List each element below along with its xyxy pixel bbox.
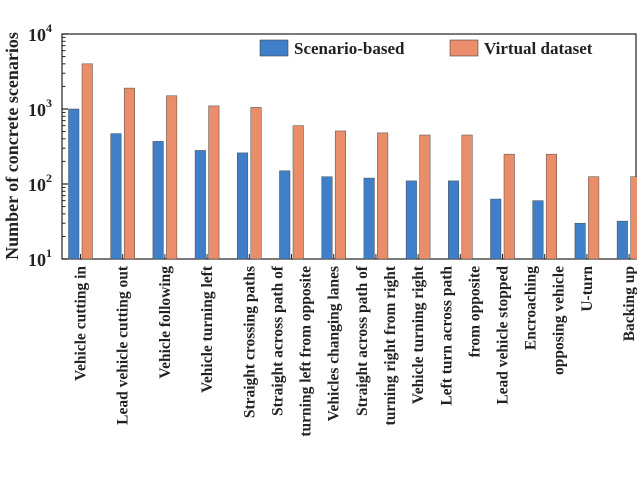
x-tick-label-line: opposing vehicle	[551, 266, 568, 375]
bar-virtual-dataset	[545, 153, 557, 260]
bar-virtual-dataset	[588, 176, 600, 260]
x-tick-label-line: Backing up	[621, 266, 637, 341]
x-tick-label-line: Vehicles changing lanes	[326, 266, 343, 421]
y-axis-title: Number of concrete scenarios	[2, 32, 22, 260]
y-tick-label: 102	[28, 171, 52, 195]
y-tick-label: 101	[28, 246, 52, 270]
y-axis: 101 102 103 104	[28, 21, 68, 270]
x-tick-label-line: Straight across path of	[354, 265, 371, 416]
x-tick-label-line: U-turn	[579, 266, 596, 312]
legend: Scenario-based Virtual dataset	[259, 39, 593, 58]
bar-virtual-dataset	[503, 153, 515, 260]
x-tick-label-line: Lead vehicle cutting out	[115, 265, 132, 425]
x-tick-label: Backing up	[621, 266, 637, 341]
x-tick-label-line: Vehicle following	[157, 266, 174, 379]
bar-scenario-based	[321, 176, 333, 260]
x-tick-label-line: Vehicle turning right	[410, 265, 427, 404]
x-tick-label-line: from opposite	[466, 266, 483, 358]
x-tick-label: Vehicle following	[157, 266, 174, 379]
bar-scenario-based	[490, 198, 502, 260]
bar-scenario-based	[194, 150, 206, 260]
bar-virtual-dataset	[334, 130, 346, 260]
x-tick-label-line: Left turn across path	[438, 266, 455, 406]
x-tick-label: U-turn	[579, 266, 596, 312]
x-tick-label-line: turning left from opposite	[298, 266, 315, 437]
bar-virtual-dataset	[377, 132, 389, 260]
bar-scenario-based	[152, 141, 164, 260]
x-tick-label-line: Lead vehicle stopped	[495, 266, 512, 405]
x-tick-label: Vehicle cutting in	[73, 266, 90, 381]
bar-virtual-dataset	[292, 125, 304, 260]
x-tick-label-line: Vehicle cutting in	[73, 266, 90, 381]
y-tick-label: 103	[28, 96, 52, 120]
bar-virtual-dataset	[123, 87, 135, 260]
bar-scenario-based	[616, 220, 628, 260]
x-tick-label: Lead vehicle stopped	[495, 266, 512, 405]
bar-virtual-dataset	[81, 63, 93, 260]
x-tick-label: Straight across path of turning right fro…	[354, 265, 399, 425]
x-tick-label-line: turning right from right	[382, 265, 399, 425]
x-tick-label: Left turn across path from opposite	[438, 266, 483, 406]
bar-virtual-dataset	[166, 95, 178, 260]
bar-virtual-dataset	[630, 176, 637, 260]
x-tick-label-line: Straight crossing paths	[241, 266, 258, 418]
bar-scenario-based	[532, 200, 544, 260]
plot-frame	[61, 33, 637, 260]
x-tick-label: Straight across path of turning left from…	[270, 265, 315, 436]
bar-scenario-based	[68, 108, 80, 260]
y-tick-label: 104	[28, 21, 52, 45]
x-tick-label-line: Straight across path of	[270, 265, 287, 416]
x-axis-labels: Vehicle cutting in Lead vehicle cutting o…	[73, 265, 637, 436]
bar-virtual-dataset	[419, 134, 431, 260]
bar-scenario-based	[279, 170, 291, 260]
bar-virtual-dataset	[461, 134, 473, 260]
bar-scenario-based	[448, 180, 460, 260]
bar-virtual-dataset	[208, 105, 220, 260]
legend-swatch	[449, 39, 479, 57]
x-tick-label-line: Vehicle turning left	[199, 265, 216, 393]
x-tick-label: Vehicles changing lanes	[326, 266, 343, 421]
x-tick-label: Straight crossing paths	[241, 266, 258, 418]
legend-label: Virtual dataset	[484, 39, 593, 58]
bars-layer	[68, 63, 637, 260]
bar-scenario-based	[405, 180, 417, 260]
x-tick-label: Vehicle turning left	[199, 265, 216, 393]
x-tick-label: Vehicle turning right	[410, 265, 427, 404]
bar-scenario-based	[574, 222, 586, 260]
bar-scenario-based	[237, 152, 249, 260]
legend-swatch	[259, 39, 289, 57]
legend-label: Scenario-based	[294, 39, 405, 58]
x-tick-label: Encroaching opposing vehicle	[523, 266, 568, 375]
bar-scenario-based	[363, 177, 375, 260]
bar-virtual-dataset	[250, 107, 262, 260]
x-tick-label-line: Encroaching	[523, 266, 540, 350]
x-tick-label: Lead vehicle cutting out	[115, 265, 132, 425]
bar-scenario-based	[110, 133, 122, 260]
